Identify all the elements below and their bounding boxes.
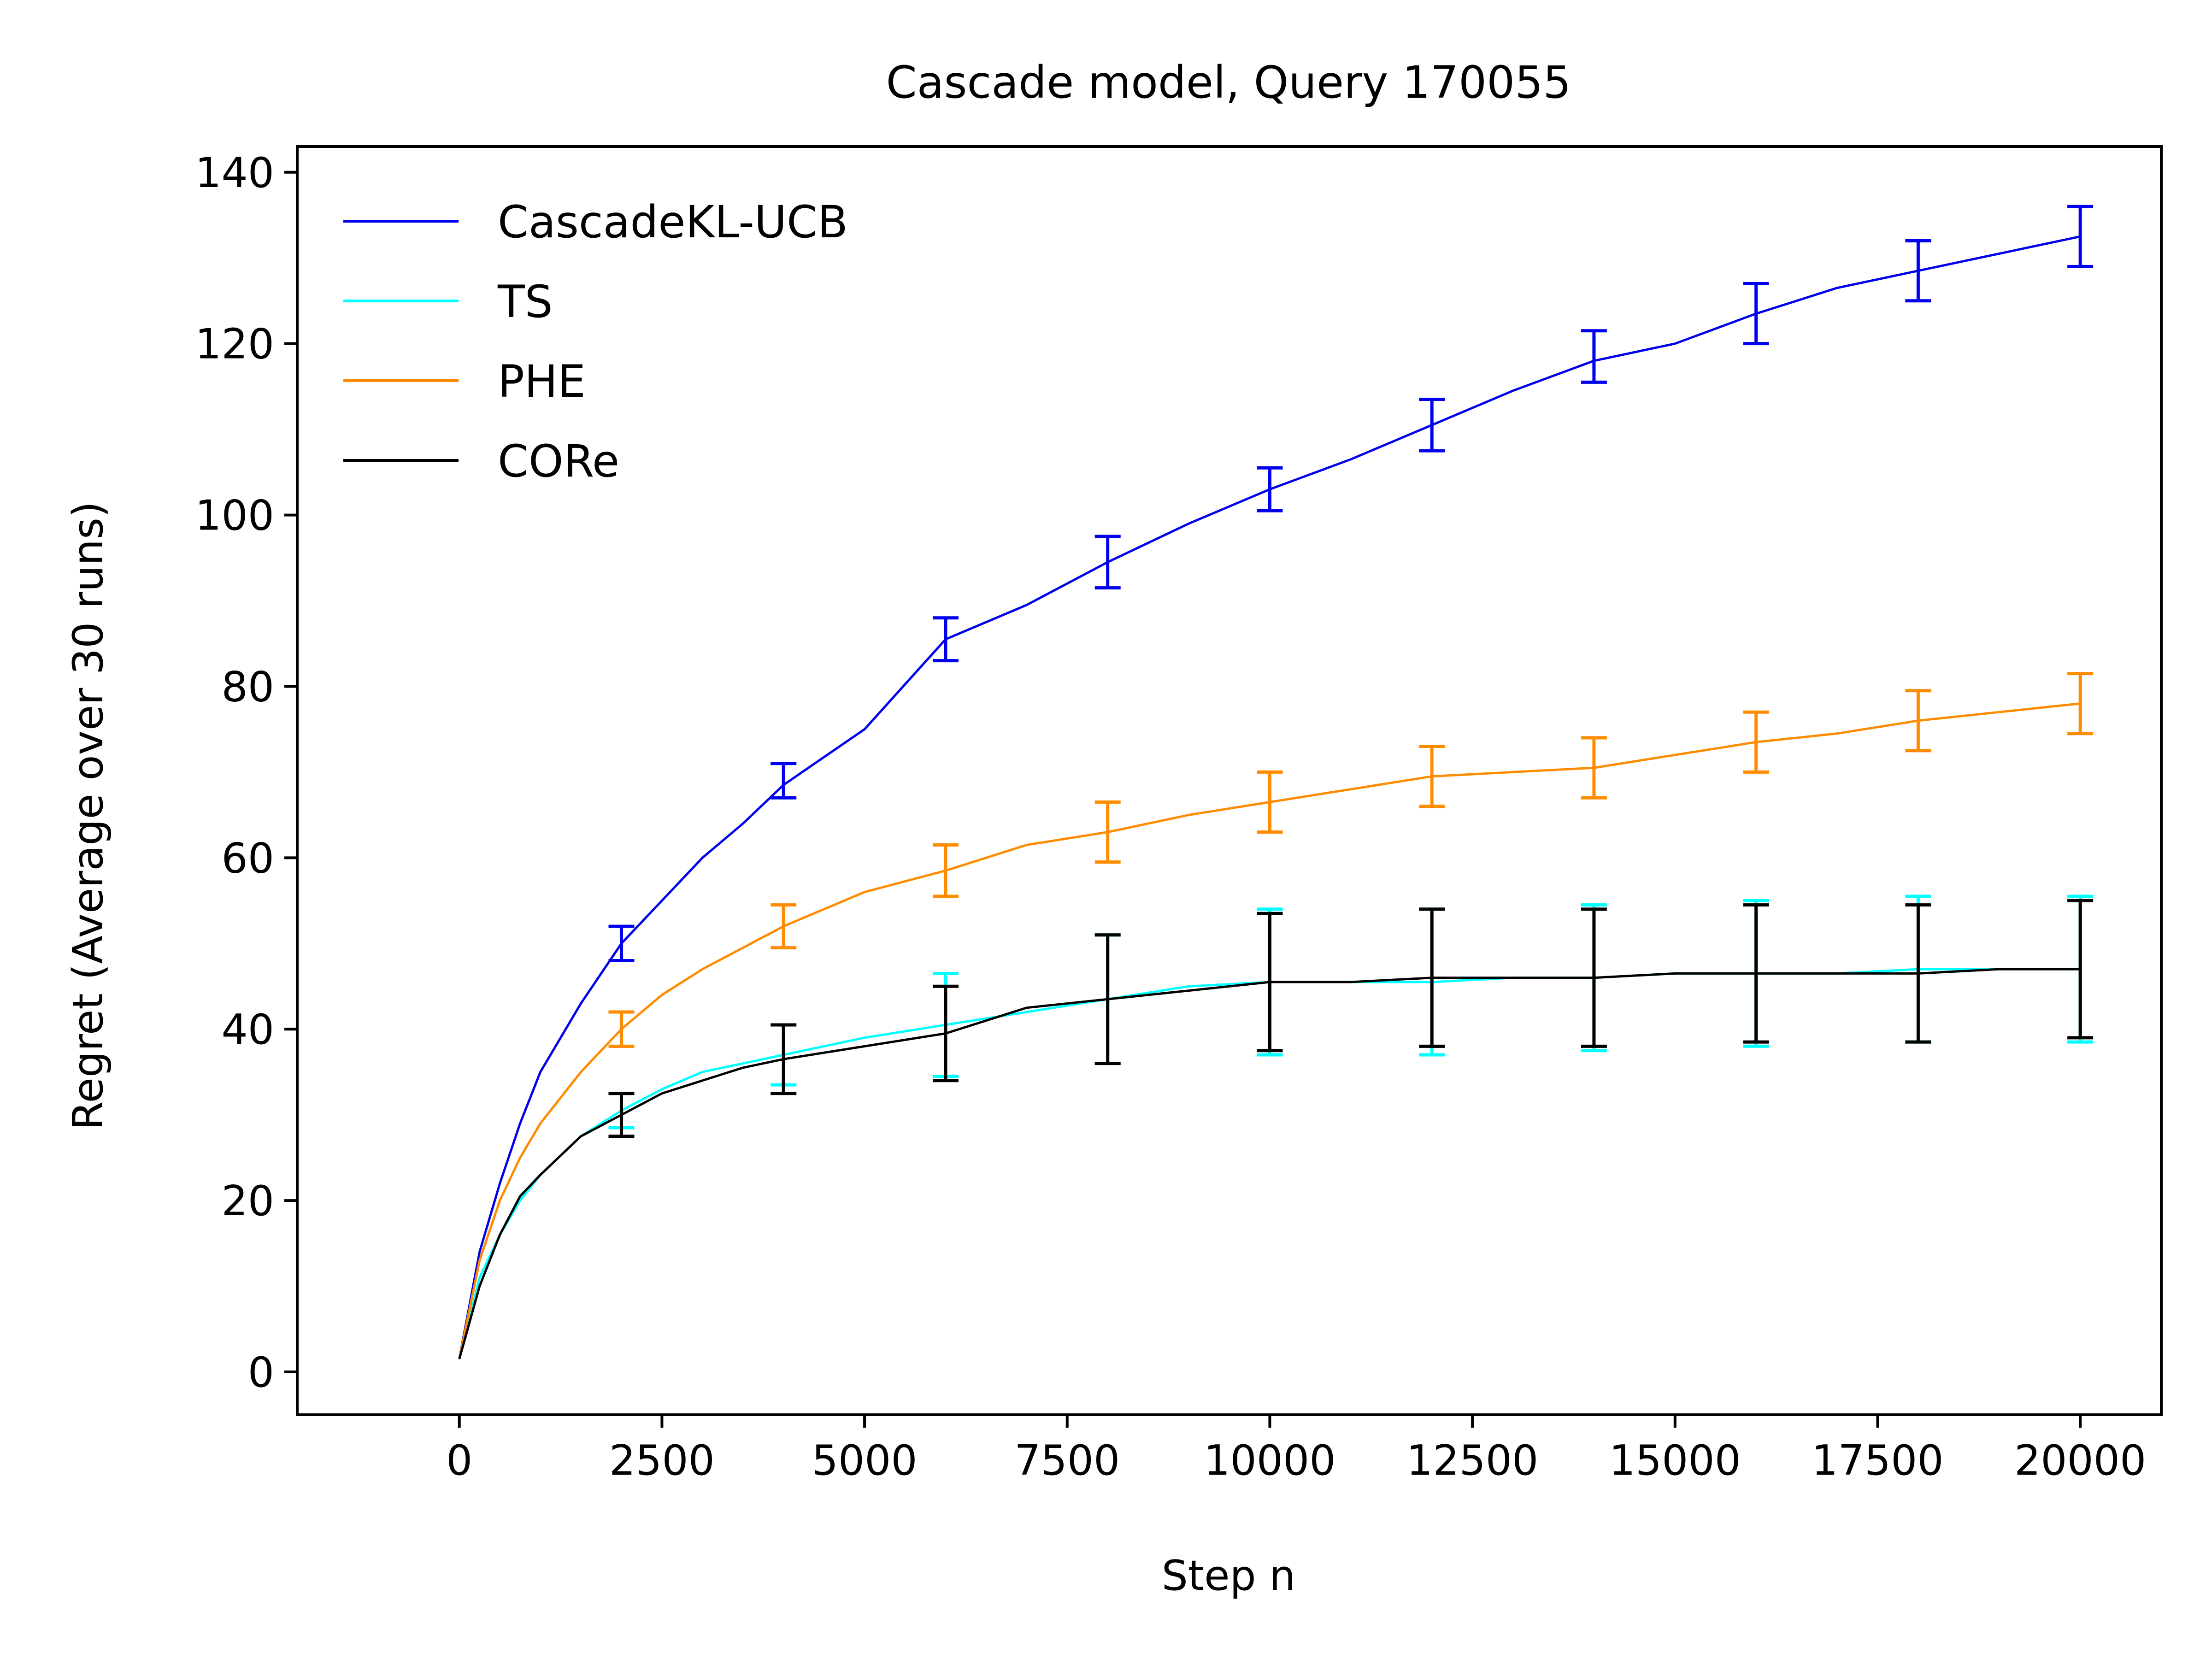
error-bar [932, 616, 959, 663]
error-bar [1581, 736, 1607, 800]
error-bar [1419, 398, 1445, 453]
error-bar [1419, 907, 1445, 1048]
y-tick-label: 120 [195, 320, 274, 369]
series-phe [458, 672, 2094, 1359]
error-bar [932, 843, 959, 898]
error-bar [1581, 329, 1607, 384]
error-bar [1094, 800, 1121, 864]
error-bar [1905, 903, 1931, 1044]
series-cascadekl-ucb [458, 205, 2094, 1359]
series-line [458, 968, 2081, 1359]
error-bar [1905, 689, 1931, 753]
error-bar [2067, 205, 2094, 268]
y-axis-title: Regret (Average over 30 runs) [64, 501, 112, 1130]
y-tick-label: 60 [221, 834, 274, 882]
x-tick-label: 5000 [812, 1436, 918, 1485]
x-tick-label: 10000 [1204, 1436, 1335, 1485]
x-tick-label: 15000 [1609, 1436, 1741, 1485]
error-bar [1419, 745, 1445, 808]
x-tick-label: 17500 [1812, 1436, 1943, 1485]
legend-label: CascadeKL-UCB [498, 196, 848, 248]
series-line [458, 702, 2081, 1359]
series-core [458, 899, 2094, 1359]
legend-item: PHE [343, 356, 586, 407]
y-tick-label: 100 [195, 492, 274, 540]
chart-title: Cascade model, Query 170055 [886, 57, 1571, 108]
error-bar [1094, 933, 1121, 1065]
x-axis-title: Step n [1162, 1552, 1296, 1600]
error-bar [1581, 907, 1607, 1048]
error-bar [608, 1092, 635, 1138]
error-bar [1743, 710, 1769, 774]
error-bar [1257, 770, 1283, 834]
y-tick-label: 20 [221, 1177, 274, 1225]
plot-area [458, 205, 2094, 1359]
y-tick-label: 0 [248, 1348, 274, 1397]
legend-label: PHE [498, 356, 586, 407]
error-bar [1257, 466, 1283, 512]
error-bar [1743, 903, 1769, 1044]
legend-item: CORe [343, 435, 619, 487]
error-bar [2067, 899, 2094, 1040]
legend-item: CascadeKL-UCB [343, 196, 848, 248]
legend-item: TS [343, 276, 553, 328]
x-tick-label: 7500 [1014, 1436, 1120, 1485]
error-bar [608, 924, 635, 962]
x-tick-label: 2500 [609, 1436, 715, 1485]
error-bar [1905, 239, 1931, 303]
plot-frame [296, 145, 2163, 1416]
x-axis: 0 2500 5000 7500 10000 12500 15000 17500 20000 [446, 1415, 2146, 1485]
error-bar [771, 762, 797, 800]
y-tick-label: 40 [221, 1006, 274, 1054]
series-line [458, 235, 2081, 1359]
x-tick-label: 12500 [1406, 1436, 1538, 1485]
error-bar [608, 1010, 635, 1048]
x-tick-label: 20000 [2014, 1436, 2146, 1485]
legend-label: TS [497, 276, 553, 328]
error-bar [1094, 535, 1121, 590]
error-bar [2067, 672, 2094, 735]
series-ts [458, 894, 2094, 1359]
y-tick-label: 140 [195, 149, 274, 197]
error-bar [932, 984, 959, 1082]
legend: CascadeKL-UCB TS PHE CORe [343, 196, 848, 487]
y-tick-label: 80 [221, 663, 274, 711]
error-bar [1743, 282, 1769, 346]
y-axis: 0 20 40 60 80 100 120 140 [195, 149, 297, 1397]
legend-label: CORe [498, 435, 619, 487]
error-bar [1257, 912, 1283, 1053]
error-bar [771, 1023, 797, 1095]
error-bar [771, 903, 797, 950]
x-tick-label: 0 [446, 1436, 472, 1485]
